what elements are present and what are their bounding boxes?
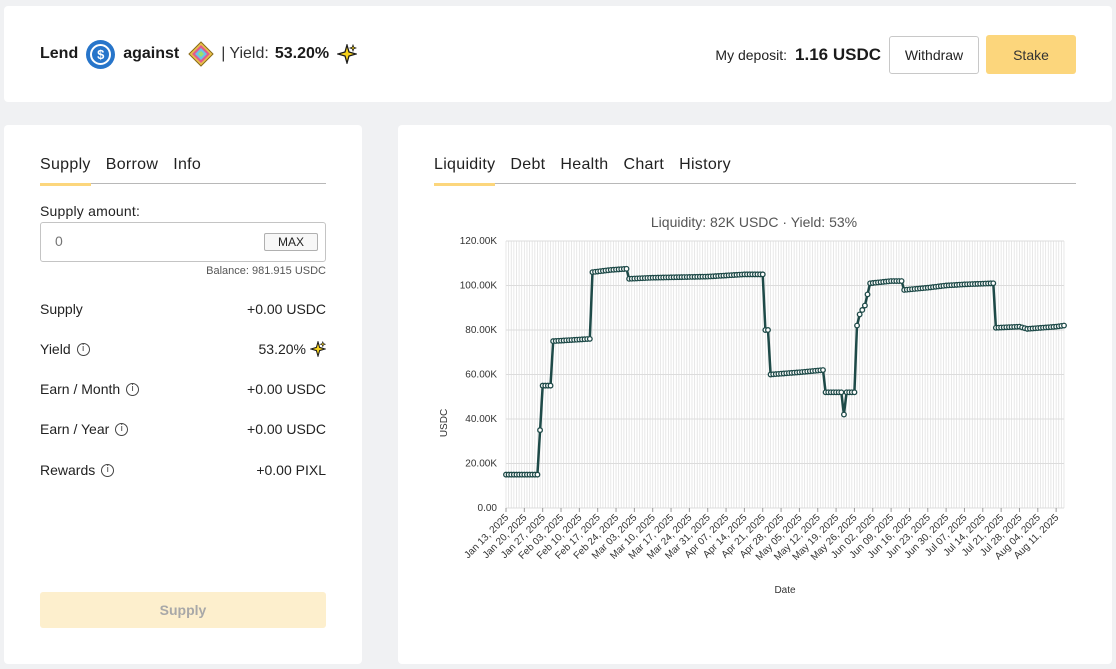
info-icon[interactable]: i [76, 342, 90, 356]
earn-month-row: Earn / Month i +0.00 USDC [40, 379, 326, 399]
earn-year-row: Earn / Year i +0.00 USDC [40, 419, 326, 439]
info-icon[interactable]: i [115, 422, 129, 436]
chart-title: Liquidity: 82K USDC · Yield: 53% [651, 214, 857, 230]
title-separator: | [221, 45, 226, 62]
data-point [838, 389, 845, 396]
deposit-area: My deposit: 1.16 USDC Withdraw Stake [715, 35, 1076, 74]
data-point [854, 322, 860, 329]
stake-button[interactable]: Stake [986, 35, 1076, 74]
deposit-label: My deposit: [715, 46, 788, 63]
tab-debt[interactable]: Debt [510, 156, 546, 173]
data-point [851, 389, 858, 396]
chart-panel: Liquidity Debt Health Chart History Liqu… [398, 125, 1112, 664]
data-point [537, 427, 544, 434]
supply-row-label: Supply [40, 301, 83, 317]
rewards-value: +0.00 PIXL [256, 462, 326, 478]
earn-month-label: Earn / Month [40, 381, 121, 397]
data-point [864, 291, 871, 298]
market-title: Lend $ against | Yield: 53.20% [40, 39, 358, 69]
info-icon[interactable]: i [126, 382, 140, 396]
tab-supply[interactable]: Supply [40, 150, 91, 186]
data-point [861, 302, 868, 309]
deposit-value: 1.16 USDC [795, 44, 881, 64]
sparkle-icon [337, 44, 358, 64]
data-point [840, 411, 847, 418]
max-button[interactable]: MAX [264, 233, 318, 251]
supply-row-value: +0.00 USDC [247, 301, 326, 317]
y-tick-label: 0.00 [478, 503, 498, 514]
supply-amount-input[interactable] [55, 233, 235, 249]
data-point [586, 335, 593, 342]
y-tick-label: 60.00K [465, 370, 497, 381]
data-point [990, 280, 997, 287]
yield-row: Yield i 53.20% [40, 339, 326, 359]
y-tick-label: 20.00K [465, 459, 497, 470]
action-tabs: Supply Borrow Info [40, 150, 326, 186]
supply-amount-field: MAX [40, 222, 326, 262]
tab-chart[interactable]: Chart [623, 156, 665, 173]
rewards-label: Rewards [40, 462, 96, 478]
supply-panel: Supply Borrow Info Supply amount: MAX Ba… [4, 125, 362, 664]
lend-label: Lend [40, 45, 79, 62]
chart-tabs: Liquidity Debt Health Chart History [434, 150, 1076, 186]
gem-icon [188, 41, 214, 67]
data-point [623, 265, 630, 272]
tab-info[interactable]: Info [173, 156, 202, 173]
info-icon[interactable]: i [101, 463, 115, 477]
earn-month-value: +0.00 USDC [247, 381, 326, 397]
y-axis-title: USDC [439, 409, 450, 437]
data-point [1061, 322, 1067, 329]
y-tick-label: 120.00K [460, 236, 498, 247]
rewards-row: Rewards i +0.00 PIXL [40, 460, 326, 480]
yield-value: 53.20% [274, 45, 330, 62]
tab-history[interactable]: History [679, 156, 731, 173]
supply-row: Supply +0.00 USDC [40, 299, 326, 319]
chart-axes: 0.00 20.00K 40.00K 60.00K 80.00K 100.00K 120.0… [460, 236, 1062, 563]
supply-button[interactable]: Supply [40, 592, 326, 628]
earn-year-value: +0.00 USDC [247, 421, 326, 437]
data-point [534, 471, 541, 478]
y-tick-label: 100.00K [460, 281, 498, 292]
data-point [765, 327, 771, 333]
tab-health[interactable]: Health [560, 156, 609, 173]
data-point [759, 271, 766, 278]
liquidity-chart: Liquidity: 82K USDC · Yield: 53% 0.00 20.… [439, 214, 1067, 596]
sparkle-icon [310, 341, 326, 357]
y-tick-label: 40.00K [465, 414, 497, 425]
y-tick-label: 80.00K [465, 325, 497, 336]
data-point [547, 382, 554, 389]
against-label: against [123, 45, 180, 62]
data-point [859, 307, 866, 313]
tab-liquidity[interactable]: Liquidity [434, 150, 496, 186]
balance-text: Balance: 981.915 USDC [206, 265, 326, 277]
yield-row-label: Yield [40, 341, 71, 357]
earn-year-label: Earn / Year [40, 421, 110, 437]
tab-borrow[interactable]: Borrow [105, 156, 159, 173]
supply-amount-label: Supply amount: [40, 203, 141, 219]
data-point [820, 367, 826, 373]
data-point [856, 311, 863, 318]
x-axis-title: Date [774, 585, 796, 596]
yield-row-value: 53.20% [258, 341, 306, 357]
withdraw-button[interactable]: Withdraw [889, 35, 979, 74]
header-bar: Lend $ against | Yield: 53.20% My deposi… [4, 6, 1112, 102]
chart-series [503, 265, 1067, 478]
usdc-icon: $ [86, 39, 116, 69]
yield-label: Yield: [229, 45, 269, 62]
data-point [898, 278, 905, 284]
